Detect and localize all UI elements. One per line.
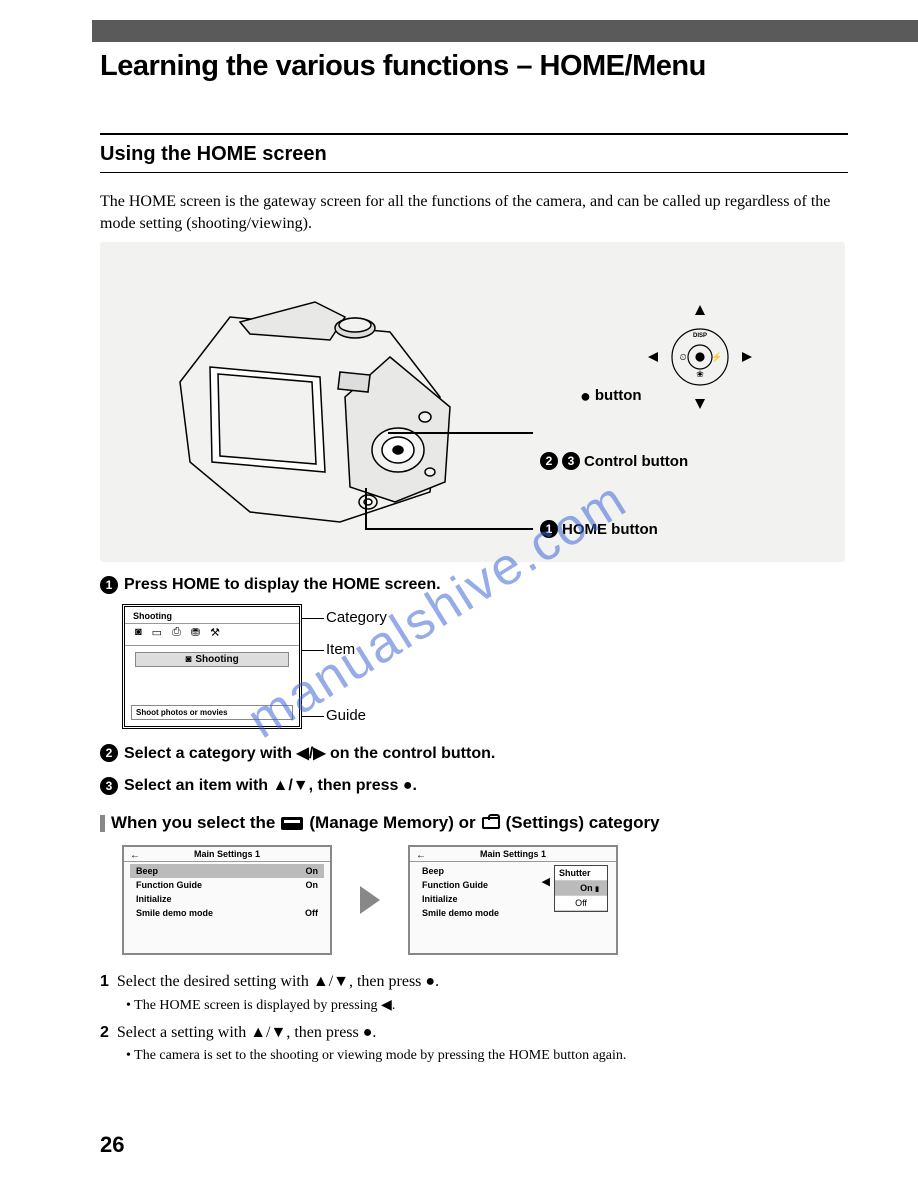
page: Learning the various functions – HOME/Me… [0,0,918,1094]
hs-label-column: Category Item Guide [302,604,432,729]
hs-guide: Shoot photos or movies [131,705,293,720]
popup-title: Shutter [555,866,607,881]
svg-text:DISP: DISP [693,333,707,339]
dpad-illustration: DISP ⏲ ⚡ ❀ [645,302,755,412]
step-3: 3 Select an item with ▲/▼, then press ●. [100,777,848,795]
tick [302,650,324,651]
bullet-1: The HOME screen is displayed by pressing… [126,997,848,1014]
control-button-label: Control button [584,453,688,470]
popup-on: On ▮ [555,881,607,896]
label-category: Category [326,609,387,626]
num-1-icon: 1 [540,520,558,538]
tick [302,716,324,717]
num-1-icon: 1 [100,576,118,594]
subsection-text-1: When you select the [111,813,275,833]
camera-diagram: DISP ⏲ ⚡ ❀ ● button 2 3 Control button 1… [100,242,845,562]
step-2: 2 Select a category with ◀/▶ on the cont… [100,743,848,763]
popup-off: Off [555,896,607,911]
numbered-step-2: 2 Select a setting with ▲/▼, then press … [100,1024,848,1042]
camera-icon: ◙ [185,654,191,665]
settings-icon: ⚒ [210,626,220,639]
sp-row: Function GuideOn [134,878,320,892]
sp-row: Initialize [134,892,320,906]
dot-button-label: button [595,387,642,404]
arrow-right-icon [360,886,380,914]
leader-line [388,432,533,434]
svg-text:⏲: ⏲ [679,352,686,362]
settings-figure-row: ← Main Settings 1 BeepOn Function GuideO… [122,845,848,955]
num-3-icon: 3 [562,452,580,470]
bullet-2: The camera is set to the shooting or vie… [126,1048,848,1064]
numbered-step-1: 1 Select the desired setting with ▲/▼, t… [100,973,848,991]
label-guide: Guide [326,707,366,724]
page-number: 26 [100,1132,124,1158]
camera-icon: ◙ [135,626,142,639]
home-screen-mock: Shooting ◙ ▭ ⎙ ⛃ ⚒ ◙ Shooting Shoot phot… [122,604,302,729]
home-screen-figure: Shooting ◙ ▭ ⎙ ⛃ ⚒ ◙ Shooting Shoot phot… [122,604,848,729]
subsection-text-2: (Manage Memory) or [309,813,475,833]
settings-toolbox-icon [482,817,500,829]
left-tri-icon: ◀ [542,875,550,888]
subsection-heading: When you select the (Manage Memory) or (… [100,813,848,833]
hs-item-text: Shooting [195,654,238,665]
print-icon: ⎙ [172,626,181,639]
callout-control-button: 2 3 Control button [540,452,688,470]
sp-header: Main Settings 1 [124,847,330,862]
step-1: 1 Press HOME to display the HOME screen. [100,576,848,594]
callout-home-button: 1 HOME button [540,520,658,538]
heading-bar-icon [100,815,105,832]
svg-text:⚡: ⚡ [711,351,722,363]
num-2-icon: 2 [100,744,118,762]
hs-category-label: Shooting [125,607,299,624]
num-3-icon: 3 [100,777,118,795]
home-button-label: HOME button [562,521,658,538]
step-1-text: Press HOME to display the HOME screen. [124,576,441,594]
hs-item-band: ◙ Shooting [135,652,289,667]
tick [302,618,324,619]
step-3-text: Select an item with ▲/▼, then press ●. [124,777,417,795]
camera-illustration [140,262,500,542]
leader-line [365,488,367,528]
callout-dot-button: ● button [580,387,642,404]
section-title: Using the HOME screen [100,143,848,173]
sp-header: Main Settings 1 [410,847,616,862]
page-title: Learning the various functions – HOME/Me… [100,50,848,83]
label-item: Item [326,641,355,658]
back-icon: ← [130,850,140,861]
back-icon: ← [416,850,426,861]
play-icon: ▭ [152,626,162,639]
section-rule [100,133,848,135]
manage-memory-icon [281,817,303,830]
leader-line [365,528,533,530]
settings-panel-before: ← Main Settings 1 BeepOn Function GuideO… [122,845,332,955]
sp-row: BeepOn [130,864,324,878]
intro-text: The HOME screen is the gateway screen fo… [100,191,848,234]
settings-popup: Shutter On ▮ Off [554,865,608,912]
sp-row: Smile demo modeOff [134,906,320,920]
top-bar [92,20,918,42]
subsection-text-3: (Settings) category [506,813,660,833]
step-2-text: Select a category with ◀/▶ on the contro… [124,743,495,763]
settings-panel-after: ← Main Settings 1 BeepOn Function Guide … [408,845,618,955]
hs-icon-row: ◙ ▭ ⎙ ⛃ ⚒ [125,624,299,646]
num-2-icon: 2 [540,452,558,470]
memory-icon: ⛃ [191,626,200,639]
svg-text:❀: ❀ [696,369,704,379]
